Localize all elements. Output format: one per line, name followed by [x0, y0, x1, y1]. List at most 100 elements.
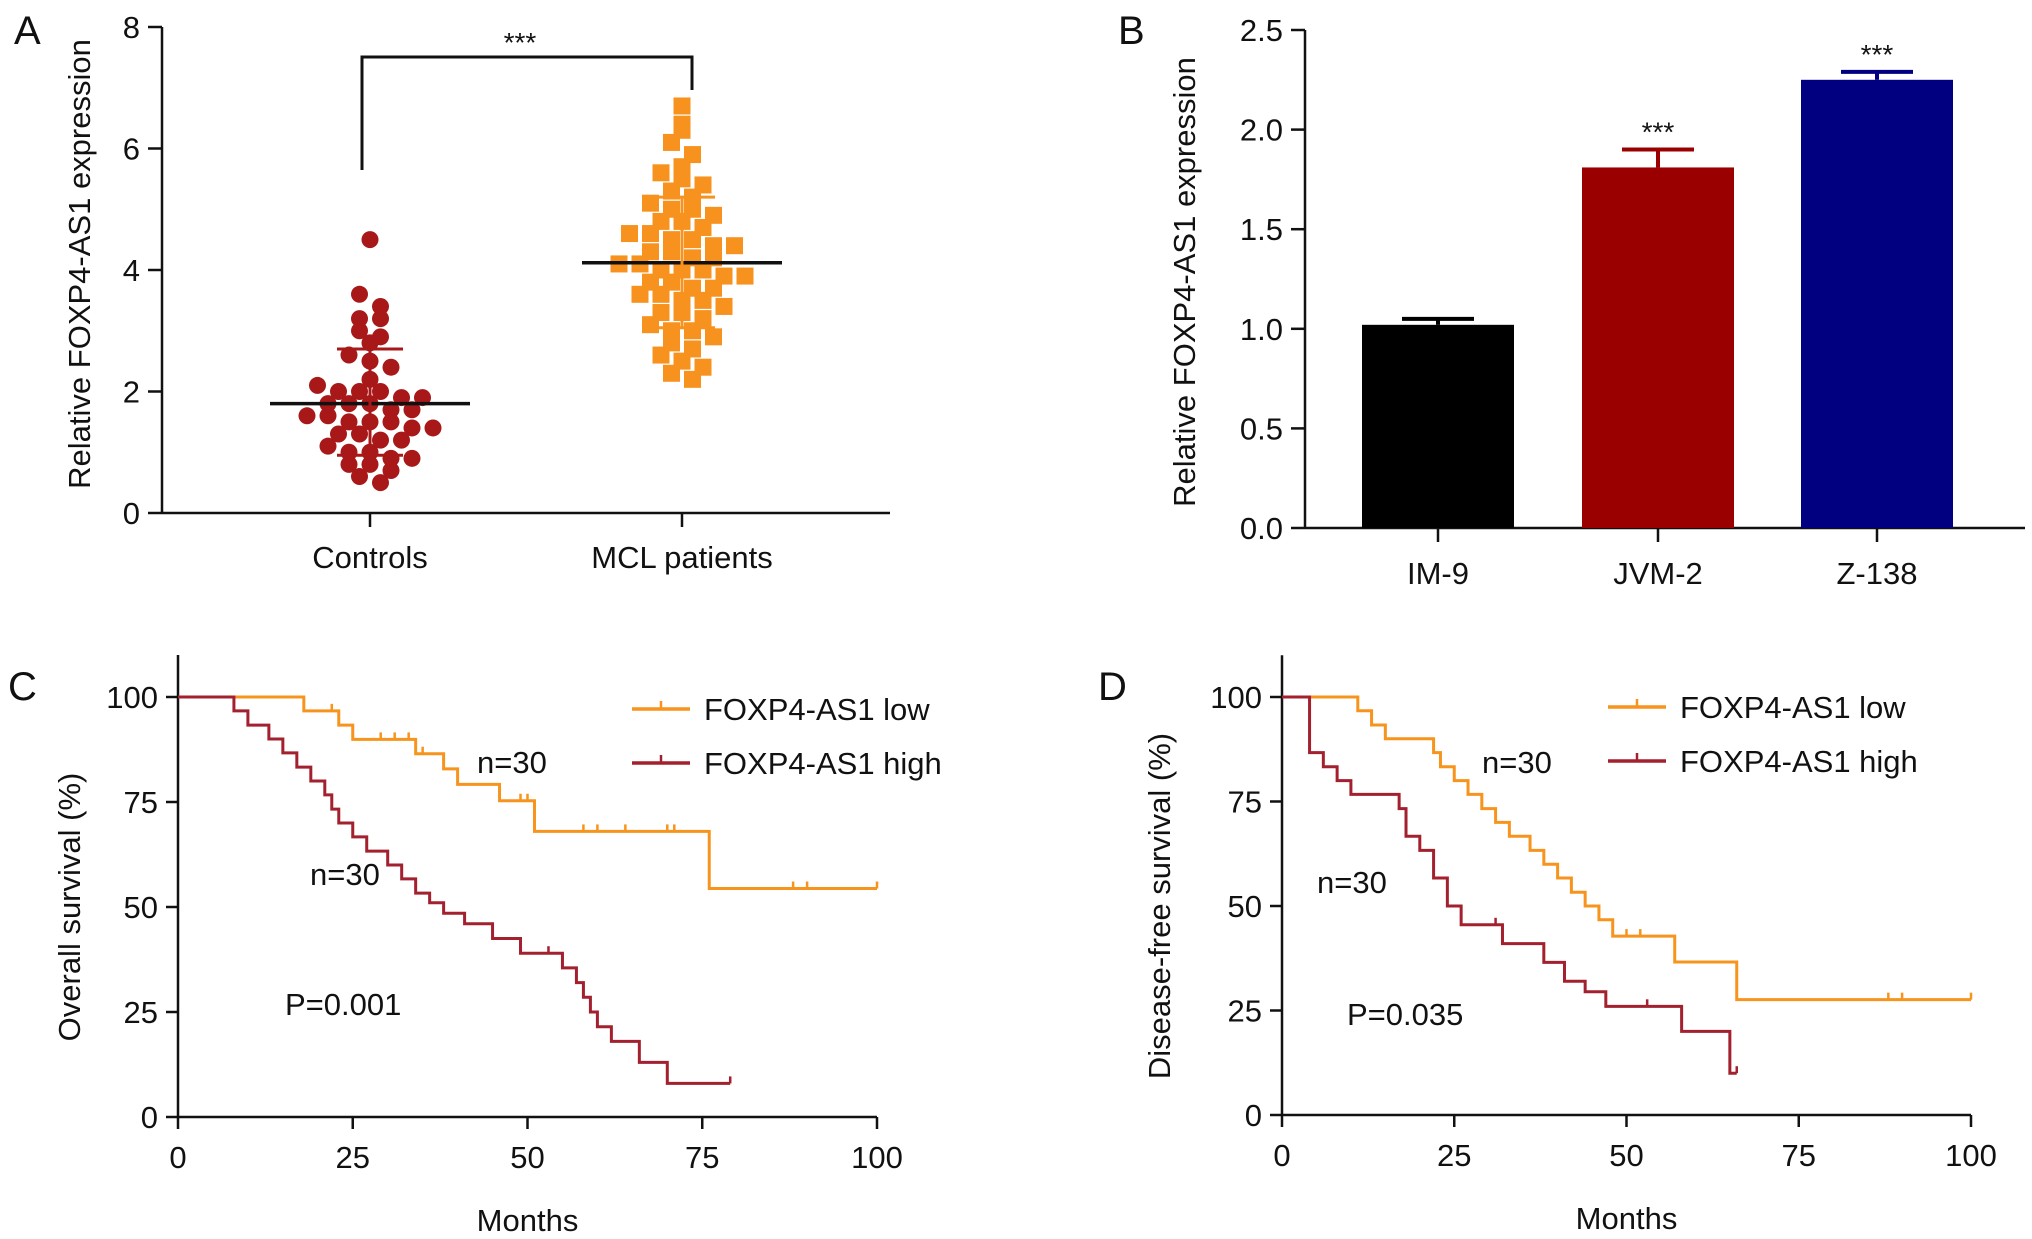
significance-stars: ***: [1642, 117, 1675, 148]
control-point: [330, 383, 347, 400]
y-axis-title: Disease-free survival (%): [1142, 733, 1177, 1079]
control-point: [361, 334, 379, 352]
control-point: [361, 455, 379, 473]
control-point: [298, 407, 316, 425]
mcl-patient-point: [736, 267, 754, 285]
mcl-patient-point: [652, 164, 670, 182]
survival-curve-low: [178, 695, 877, 891]
x-tick-label: 25: [336, 1140, 370, 1175]
control-point: [393, 389, 410, 407]
legend-label: FOXP4-AS1 high: [1680, 744, 1918, 779]
survival-curve-high: [178, 695, 731, 1085]
bar-z-138: [1801, 79, 1953, 529]
mcl-patient-point: [642, 194, 659, 212]
panel-label-d: D: [1098, 665, 1127, 709]
control-point: [403, 401, 421, 419]
mcl-patient-point: [642, 243, 659, 261]
x-tick-label: 50: [510, 1140, 544, 1175]
mcl-patient-point: [663, 243, 680, 261]
mcl-patient-point: [631, 285, 649, 303]
y-tick-label: 0: [1245, 1098, 1262, 1133]
mcl-patient-point: [684, 231, 701, 249]
control-point: [403, 449, 421, 467]
y-axis-title: Relative FOXP4-AS1 expression: [62, 39, 97, 489]
control-point: [319, 407, 337, 425]
y-tick-label: 0.0: [1240, 511, 1283, 546]
survival-curve-high: [1282, 695, 1737, 1075]
x-tick-label: 75: [685, 1140, 719, 1175]
control-point: [372, 431, 389, 449]
y-tick-label: 0: [141, 1100, 158, 1135]
x-tick-label: 0: [1273, 1138, 1290, 1173]
x-tick-label: 50: [1609, 1138, 1643, 1173]
control-point: [351, 322, 368, 340]
control-point: [372, 310, 389, 328]
control-point: [361, 231, 379, 249]
n-label-low: n=30: [1482, 745, 1552, 780]
mcl-patient-point: [652, 285, 670, 303]
control-point: [372, 383, 389, 400]
panel-label-a: A: [14, 9, 41, 53]
control-point: [319, 437, 337, 455]
control-point: [351, 383, 368, 400]
control-point: [351, 425, 368, 443]
control-point: [393, 431, 410, 449]
significance-stars: ***: [504, 27, 537, 58]
x-category-label: Controls: [312, 540, 427, 575]
x-tick-label: 100: [851, 1140, 903, 1175]
mcl-patient-point: [673, 97, 691, 115]
y-tick-label: 2.5: [1240, 13, 1283, 48]
y-tick-label: 100: [1210, 680, 1262, 715]
n-label-high: n=30: [1317, 865, 1387, 900]
control-point: [351, 285, 368, 303]
bar-im-9: [1362, 324, 1514, 528]
control-point: [372, 297, 389, 315]
y-tick-label: 100: [106, 680, 158, 715]
bar-jvm-2: [1582, 167, 1734, 528]
y-tick-label: 75: [1228, 785, 1262, 820]
mcl-patient-point: [694, 291, 712, 309]
y-tick-label: 25: [1228, 994, 1262, 1029]
panel-a-scatter: 0 2 4 6 8 Relative FOXP4-AS1 expression Contro…: [62, 10, 890, 575]
p-value-label: P=0.001: [285, 987, 401, 1022]
y-tick-label: 2: [123, 375, 140, 410]
mcl-patient-point: [715, 297, 733, 315]
n-label-high: n=30: [310, 857, 380, 892]
control-point: [351, 468, 368, 486]
x-category-label: IM-9: [1407, 556, 1469, 591]
x-tick-label: 25: [1437, 1138, 1471, 1173]
mcl-patient-point: [621, 225, 638, 243]
mcl-patient-point: [705, 328, 722, 346]
y-tick-label: 6: [123, 132, 140, 167]
mcl-patient-point: [652, 346, 670, 364]
significance-stars: ***: [1861, 39, 1894, 70]
control-point: [372, 474, 389, 492]
control-point: [382, 461, 400, 479]
control-point: [340, 455, 358, 473]
y-tick-label: 4: [123, 253, 140, 288]
significance-bracket: [360, 55, 694, 170]
legend-label: FOXP4-AS1 high: [704, 746, 942, 781]
legend-label: FOXP4-AS1 low: [704, 692, 930, 727]
y-axis-title: Relative FOXP4-AS1 expression: [1167, 57, 1202, 507]
y-tick-label: 8: [123, 10, 140, 45]
p-value-label: P=0.035: [1347, 997, 1463, 1032]
control-point: [382, 413, 400, 431]
y-axis-title: Overall survival (%): [52, 773, 87, 1042]
control-point: [382, 401, 400, 419]
x-category-label: Z-138: [1837, 556, 1918, 591]
y-tick-label: 50: [1228, 889, 1262, 924]
control-point: [414, 389, 431, 407]
y-tick-label: 1.0: [1240, 312, 1283, 347]
control-point: [424, 419, 442, 437]
y-tick-label: 75: [124, 785, 158, 820]
control-point: [382, 358, 400, 376]
x-tick-label: 0: [169, 1140, 186, 1175]
control-point: [340, 413, 358, 431]
y-tick-label: 50: [124, 890, 158, 925]
mcl-patient-point: [673, 121, 691, 139]
mcl-patient-point: [684, 370, 701, 388]
mcl-patient-point: [663, 182, 680, 200]
panel-label-b: B: [1118, 9, 1145, 53]
